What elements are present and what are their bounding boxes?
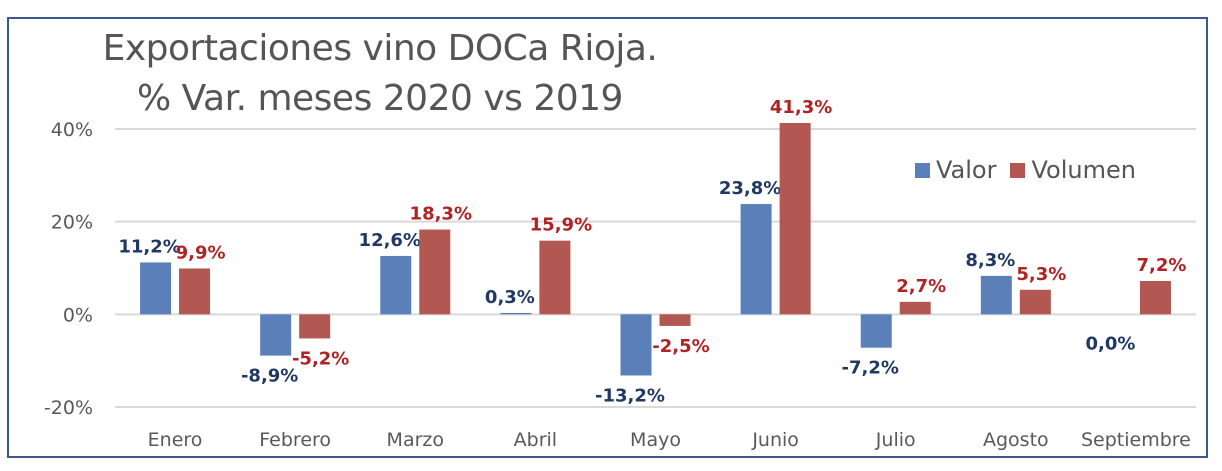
bar-volumen — [659, 314, 691, 326]
x-tick-label: Agosto — [983, 429, 1049, 451]
data-label-volumen: 2,7% — [896, 276, 946, 297]
y-tick-label: 0% — [63, 304, 93, 326]
data-label-valor: 12,6% — [359, 230, 421, 251]
bar-valor — [740, 204, 772, 315]
bar-volumen — [1019, 289, 1051, 315]
y-tick-label: 40% — [51, 119, 93, 141]
y-tick-label: 20% — [51, 212, 93, 234]
bar-valor — [140, 262, 172, 315]
x-tick-label: Mayo — [630, 429, 681, 451]
x-tick-label: Junio — [751, 429, 799, 451]
bar-valor — [500, 312, 532, 315]
data-label-volumen: 7,2% — [1136, 255, 1186, 276]
legend: Valor Volumen — [915, 156, 1136, 184]
bar-volumen — [419, 229, 451, 315]
bar-valor — [260, 314, 292, 356]
x-tick-label: Julio — [875, 429, 916, 451]
chart-subtitle: % Var. meses 2020 vs 2019 — [137, 78, 623, 119]
bar-valor — [380, 255, 412, 315]
bar-volumen — [1139, 280, 1171, 315]
bar-volumen — [299, 314, 331, 339]
bar-volumen — [779, 122, 811, 315]
data-label-volumen: -2,5% — [652, 336, 709, 357]
bar-valor — [860, 314, 892, 348]
bar-valor — [980, 275, 1012, 315]
data-label-valor: -8,9% — [241, 366, 298, 387]
bar-valor — [620, 314, 652, 376]
legend-swatch-volumen — [1010, 162, 1026, 178]
data-label-valor: -13,2% — [595, 385, 665, 406]
x-tick-label: Abril — [514, 429, 557, 451]
y-tick-label: -20% — [44, 397, 93, 419]
data-label-volumen: 5,3% — [1016, 264, 1066, 285]
x-tick-label: Enero — [148, 429, 203, 451]
legend-label-valor: Valor — [936, 156, 997, 184]
chart-title-line1: Exportaciones vino DOCa Rioja. — [102, 28, 658, 69]
legend-swatch-valor — [915, 162, 930, 178]
data-label-volumen: 9,9% — [176, 242, 226, 263]
data-label-volumen: 18,3% — [410, 204, 472, 225]
data-label-valor: 0,0% — [1085, 333, 1135, 354]
bar-volumen — [179, 268, 211, 315]
bar-volumen — [899, 301, 931, 315]
legend-item-volumen: Volumen — [1010, 156, 1136, 184]
legend-item-valor: Valor — [915, 156, 996, 184]
chart-frame — [7, 17, 1208, 458]
chart-title: Exportaciones vino DOCa Rioja. % Var. me… — [60, 24, 700, 124]
bar-volumen — [539, 240, 571, 315]
data-label-valor: 0,3% — [485, 287, 535, 308]
data-label-valor: 8,3% — [965, 250, 1015, 271]
data-label-volumen: 15,9% — [530, 215, 592, 236]
legend-label-volumen: Volumen — [1031, 156, 1136, 184]
data-label-volumen: -5,2% — [292, 348, 349, 369]
data-label-volumen: 41,3% — [770, 97, 832, 118]
data-label-valor: -7,2% — [842, 358, 899, 379]
x-tick-label: Febrero — [259, 429, 331, 451]
data-label-valor: 23,8% — [719, 178, 781, 199]
x-tick-label: Septiembre — [1081, 429, 1191, 451]
data-label-valor: 11,2% — [118, 236, 180, 257]
x-tick-label: Marzo — [387, 429, 444, 451]
